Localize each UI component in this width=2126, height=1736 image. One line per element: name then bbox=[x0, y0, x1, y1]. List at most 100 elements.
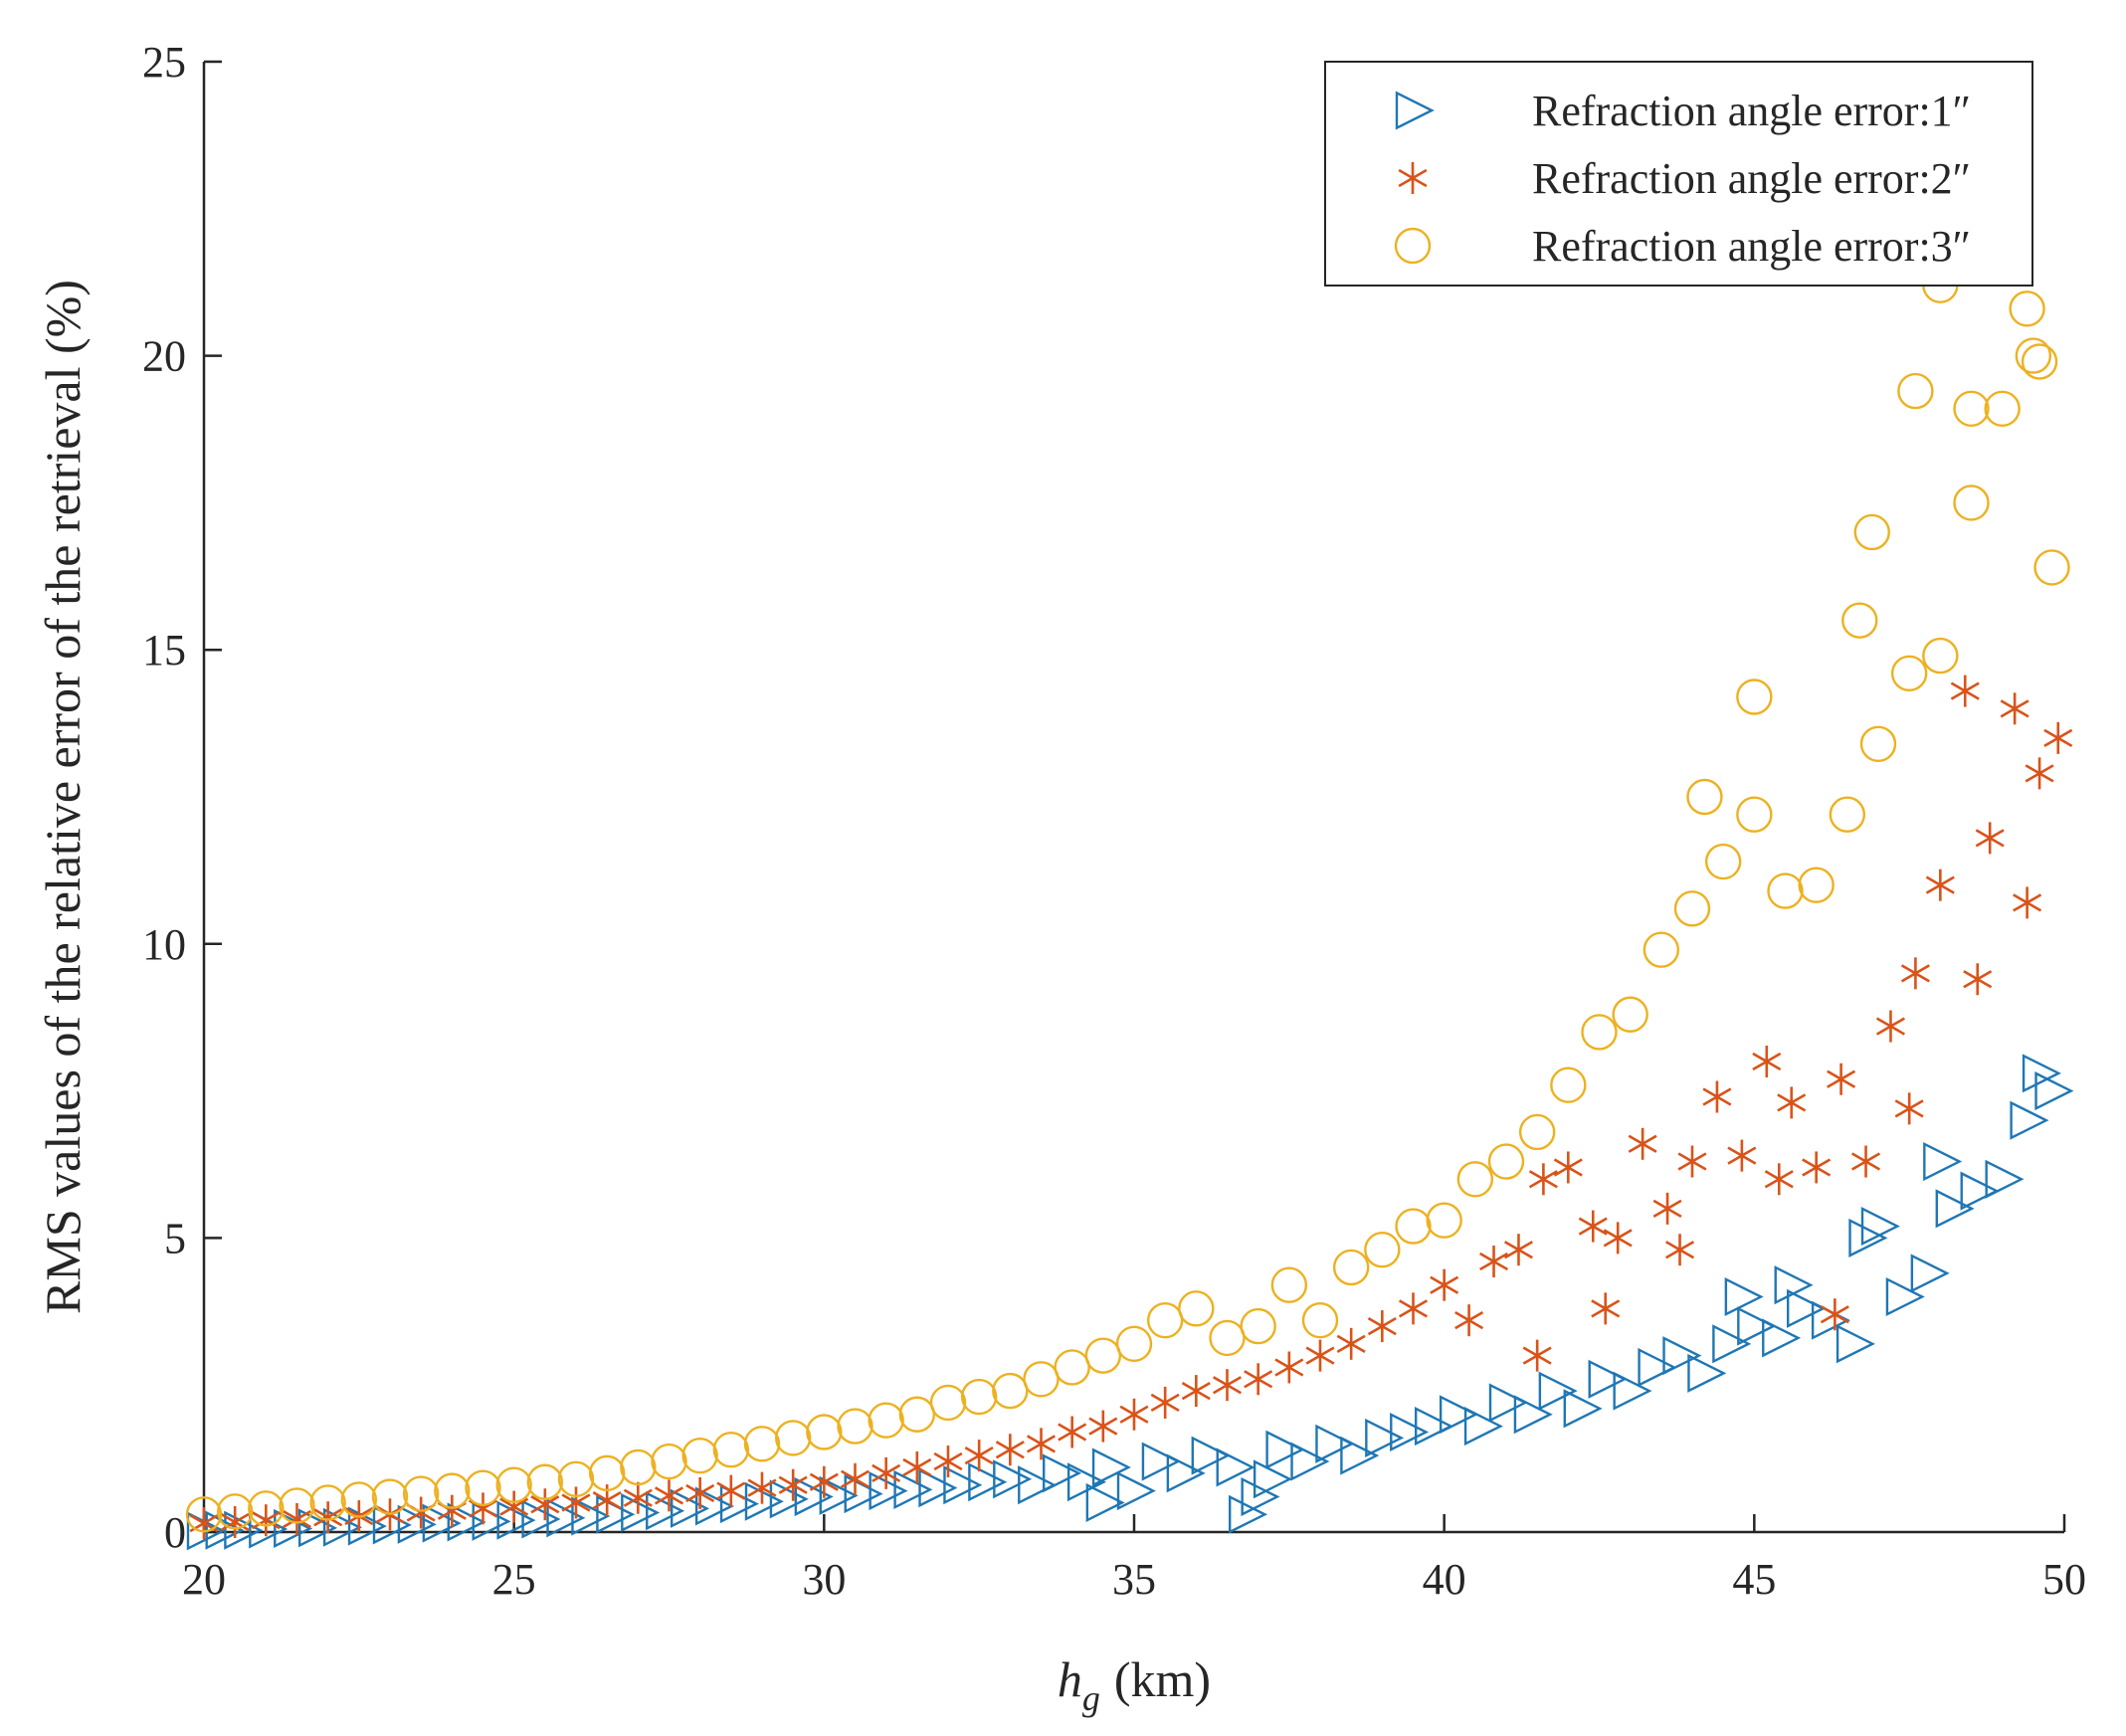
series-2-point bbox=[251, 1504, 281, 1537]
series-3-point bbox=[1612, 996, 1648, 1033]
series-1-point bbox=[1253, 1459, 1293, 1499]
series-2 bbox=[189, 675, 2073, 1540]
series-1-point bbox=[1860, 1207, 1900, 1247]
series-3-point bbox=[2021, 343, 2058, 380]
series-1-point bbox=[571, 1496, 611, 1536]
series-1-point bbox=[1985, 1159, 2025, 1199]
series-1-point bbox=[1724, 1276, 1764, 1317]
series-2-point bbox=[1058, 1416, 1087, 1448]
series-1-point bbox=[869, 1471, 908, 1511]
series-2-point bbox=[1975, 822, 2005, 855]
series-2-point bbox=[1900, 957, 1930, 990]
x-tick-label: 35 bbox=[1112, 1555, 1156, 1604]
series-1-point bbox=[1687, 1353, 1727, 1393]
series-1-point bbox=[1018, 1465, 1058, 1505]
series-3-point bbox=[620, 1448, 657, 1486]
series-2-point bbox=[778, 1468, 808, 1501]
series-2-point bbox=[995, 1434, 1025, 1466]
series-1-point bbox=[472, 1501, 511, 1541]
legend-entry-1: Refraction angle error:1″ bbox=[1532, 87, 1971, 135]
series-3-point bbox=[929, 1384, 967, 1422]
series-1-point bbox=[1390, 1412, 1430, 1452]
series-2-point bbox=[716, 1474, 746, 1507]
series-2-point bbox=[1522, 1339, 1552, 1372]
y-tick-label: 10 bbox=[142, 920, 186, 969]
series-1-point bbox=[1116, 1471, 1156, 1511]
series-3-point bbox=[402, 1475, 440, 1512]
series-2-point bbox=[1764, 1163, 1794, 1196]
series-2-point bbox=[1181, 1375, 1211, 1408]
series-2-point bbox=[1088, 1410, 1118, 1443]
series-2-point bbox=[1894, 1092, 1924, 1125]
series-1-point bbox=[422, 1503, 462, 1543]
series-1-point bbox=[2010, 1100, 2049, 1140]
x-tick-label: 40 bbox=[1423, 1555, 1466, 1604]
series-1-point bbox=[744, 1481, 784, 1521]
series-3-point bbox=[1456, 1161, 1494, 1198]
series-1-point bbox=[1191, 1436, 1231, 1475]
series-2-point bbox=[1727, 1139, 1757, 1172]
series-2-point bbox=[1752, 1046, 1782, 1078]
series-2-point bbox=[561, 1486, 591, 1519]
series-2-point bbox=[747, 1471, 777, 1504]
series-3-point bbox=[1897, 372, 1934, 410]
series-3-point bbox=[837, 1408, 873, 1445]
series-3-point bbox=[557, 1460, 595, 1497]
series-1-point bbox=[1762, 1318, 1802, 1358]
series-1-point bbox=[1513, 1395, 1553, 1435]
y-tick-label: 5 bbox=[164, 1214, 186, 1262]
series-3-point bbox=[1146, 1301, 1184, 1339]
series-1-point bbox=[347, 1506, 387, 1546]
series-2-point bbox=[1528, 1163, 1558, 1196]
x-axis-label: hg (km) bbox=[1058, 1651, 1211, 1718]
legend-entry-2: Refraction angle error:2″ bbox=[1532, 154, 1971, 203]
series-2-point bbox=[1665, 1234, 1695, 1266]
y-tick-label: 25 bbox=[142, 38, 186, 87]
series-3-point bbox=[960, 1378, 998, 1416]
series-1-point bbox=[1885, 1276, 1925, 1317]
series-2-point bbox=[1591, 1292, 1621, 1325]
series-3-point bbox=[1301, 1301, 1339, 1339]
series-2-point bbox=[1119, 1398, 1149, 1431]
series-2-point bbox=[1305, 1339, 1335, 1372]
series-3-point bbox=[774, 1420, 812, 1456]
series-3-point bbox=[1054, 1349, 1090, 1386]
series-3 bbox=[185, 267, 2070, 1533]
series-3-point bbox=[248, 1490, 285, 1527]
series-3-point bbox=[1209, 1319, 1246, 1357]
series-3-point bbox=[681, 1437, 718, 1474]
x-axis-label-unit: (km) bbox=[1114, 1651, 1211, 1707]
series-1-point bbox=[1774, 1265, 1814, 1305]
series-1-point bbox=[1613, 1371, 1652, 1411]
series-2-point bbox=[1827, 1062, 1856, 1095]
series-3-point bbox=[1841, 602, 1878, 639]
series-2-point bbox=[685, 1476, 715, 1509]
series-2-point bbox=[1925, 868, 1955, 901]
series-2-point bbox=[1950, 675, 1980, 707]
x-tick-label: 25 bbox=[492, 1555, 536, 1604]
series-1-point bbox=[1315, 1424, 1355, 1463]
series-2-point bbox=[1628, 1127, 1657, 1160]
series-3-point bbox=[185, 1496, 223, 1533]
series-1-point bbox=[1848, 1218, 1888, 1257]
series-2-point bbox=[530, 1488, 560, 1521]
data-markers bbox=[185, 267, 2074, 1551]
series-3-point bbox=[279, 1487, 315, 1524]
series-1-point bbox=[646, 1491, 685, 1531]
axis-ticks: 20 25 30 35 40 45 50 0 5 10 15 20 25 bbox=[142, 38, 2086, 1604]
series-1-point bbox=[2034, 1071, 2074, 1111]
series-2-point bbox=[1026, 1428, 1057, 1460]
series-1-point bbox=[1439, 1395, 1479, 1435]
series-2-point bbox=[623, 1481, 653, 1514]
series-3-point bbox=[526, 1463, 564, 1500]
series-3-point bbox=[1643, 931, 1680, 968]
series-3-point bbox=[309, 1484, 346, 1521]
series-2-point bbox=[1652, 1192, 1682, 1225]
series-3-point bbox=[1581, 1014, 1618, 1051]
series-1-point bbox=[224, 1510, 264, 1550]
series-3-point bbox=[371, 1478, 409, 1515]
series-1-point bbox=[1563, 1389, 1603, 1429]
series-2-point bbox=[871, 1456, 901, 1489]
series-1-point bbox=[1588, 1359, 1628, 1399]
